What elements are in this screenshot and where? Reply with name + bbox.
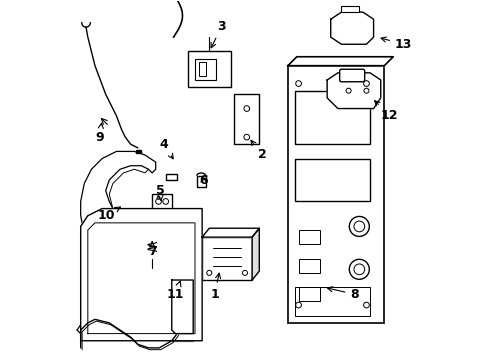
Polygon shape <box>172 280 193 334</box>
Circle shape <box>243 270 247 275</box>
Text: 8: 8 <box>327 287 359 301</box>
Bar <box>234 94 259 144</box>
Circle shape <box>296 81 301 86</box>
Bar <box>202 237 252 280</box>
Bar <box>167 174 177 180</box>
Circle shape <box>354 264 365 275</box>
Circle shape <box>364 302 369 308</box>
Polygon shape <box>288 57 393 66</box>
Circle shape <box>364 88 369 93</box>
Circle shape <box>296 302 301 308</box>
Text: 5: 5 <box>156 184 165 201</box>
Bar <box>288 66 384 323</box>
Text: 11: 11 <box>167 281 184 301</box>
Bar <box>198 62 206 76</box>
Polygon shape <box>81 208 202 341</box>
FancyBboxPatch shape <box>340 69 365 82</box>
Circle shape <box>156 199 161 204</box>
Bar <box>342 6 359 12</box>
Polygon shape <box>327 73 381 109</box>
Circle shape <box>349 259 369 279</box>
Bar <box>195 59 217 80</box>
Text: 3: 3 <box>211 20 226 48</box>
Text: 6: 6 <box>199 174 207 186</box>
Text: 10: 10 <box>97 207 120 222</box>
Circle shape <box>349 216 369 237</box>
Text: 9: 9 <box>95 123 104 144</box>
Bar <box>295 158 370 202</box>
Circle shape <box>244 134 249 140</box>
Circle shape <box>244 106 249 111</box>
Text: 7: 7 <box>148 242 156 258</box>
Text: 4: 4 <box>159 138 173 159</box>
Circle shape <box>157 197 160 199</box>
Bar <box>152 194 172 208</box>
Circle shape <box>346 88 351 93</box>
Circle shape <box>163 199 169 204</box>
Text: 2: 2 <box>251 140 266 162</box>
Circle shape <box>364 81 369 86</box>
Bar <box>298 287 320 301</box>
Text: 12: 12 <box>375 101 398 122</box>
Bar <box>197 176 206 187</box>
Polygon shape <box>252 228 259 280</box>
Bar <box>295 91 370 144</box>
Bar <box>172 334 193 341</box>
Bar <box>298 230 320 244</box>
Bar <box>188 51 231 87</box>
Polygon shape <box>331 12 373 44</box>
Text: 1: 1 <box>210 273 221 301</box>
Bar <box>298 258 320 273</box>
Polygon shape <box>202 228 259 237</box>
Bar <box>295 287 370 316</box>
Text: 13: 13 <box>381 37 413 51</box>
Circle shape <box>354 221 365 232</box>
Circle shape <box>207 270 212 275</box>
Bar <box>136 150 142 153</box>
